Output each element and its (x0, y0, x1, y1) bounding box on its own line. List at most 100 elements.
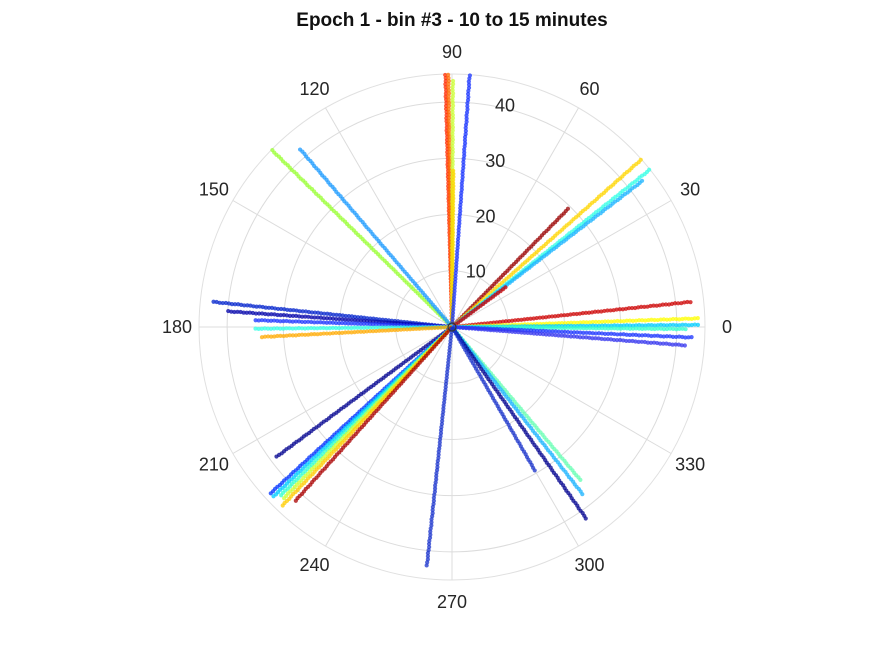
data-point (482, 327, 487, 332)
data-point (260, 311, 265, 316)
data-point (584, 326, 589, 331)
data-point (309, 332, 314, 337)
data-point (446, 82, 451, 87)
data-point (429, 517, 434, 522)
data-point (535, 325, 540, 330)
data-point (442, 397, 447, 402)
data-point (411, 326, 416, 332)
data-point (430, 504, 435, 510)
data-point (355, 325, 360, 330)
data-point (343, 317, 348, 322)
data-point (315, 315, 320, 320)
data-point (646, 326, 651, 331)
data-point (337, 330, 342, 336)
data-point (643, 323, 648, 328)
data-point (446, 116, 452, 121)
data-point (680, 316, 685, 322)
data-point (451, 177, 456, 183)
data-point (330, 331, 336, 336)
data-point (612, 326, 617, 331)
data-point (465, 98, 471, 103)
data-point (290, 313, 296, 318)
theta-grid-line (232, 200, 453, 328)
data-point (280, 503, 285, 508)
data-point (682, 343, 687, 348)
data-point (278, 326, 283, 331)
data-point (370, 322, 376, 327)
data-series (293, 326, 453, 503)
theta-tick-label: 300 (574, 555, 604, 575)
data-point (639, 304, 644, 309)
data-point (448, 338, 453, 344)
data-point (435, 458, 440, 463)
data-point (315, 320, 320, 325)
data-point (380, 328, 385, 333)
data-point (617, 307, 622, 312)
data-point (334, 316, 339, 322)
data-point (663, 302, 668, 307)
data-point (671, 322, 676, 327)
data-point (450, 94, 455, 99)
data-point (575, 325, 580, 331)
data-point (321, 325, 326, 331)
data-point (658, 322, 663, 327)
data-point (686, 323, 691, 328)
data-point (620, 307, 625, 312)
data-point (456, 227, 461, 232)
data-point (454, 264, 459, 269)
data-point (455, 239, 460, 245)
data-point (450, 270, 455, 275)
data-point (451, 174, 456, 179)
data-point (450, 131, 455, 136)
data-point (450, 128, 455, 133)
data-point (441, 403, 446, 408)
data-point (540, 332, 546, 337)
data-point (446, 360, 451, 365)
data-point (235, 309, 240, 314)
data-point (637, 318, 642, 323)
data-point (605, 337, 610, 342)
data-point (583, 310, 589, 315)
data-point (578, 320, 583, 325)
data-point (434, 474, 439, 479)
data-point (559, 333, 564, 338)
data-point (562, 329, 568, 334)
data-point (466, 326, 472, 331)
data-point (443, 91, 448, 96)
data-point (288, 308, 293, 313)
data-point (674, 323, 679, 328)
data-point (309, 319, 314, 325)
data-point (466, 85, 472, 90)
data-point (352, 325, 357, 330)
data-point (590, 336, 595, 341)
data-point (476, 327, 481, 332)
data-point (447, 345, 452, 350)
data-point (426, 541, 432, 547)
data-point (500, 319, 505, 324)
data-point (450, 146, 455, 152)
data-point (532, 468, 537, 473)
data-point (636, 333, 642, 338)
data-point (611, 337, 617, 343)
data-point (674, 316, 679, 322)
data-point (451, 208, 456, 214)
data-point (581, 335, 586, 340)
data-point (626, 306, 632, 311)
data-point (303, 309, 308, 314)
data-point (550, 325, 555, 331)
data-point (450, 258, 455, 263)
data-point (664, 334, 669, 339)
data-point (642, 304, 647, 309)
data-point (414, 326, 419, 331)
data-point (679, 343, 684, 348)
data-point (450, 239, 455, 244)
data-series (259, 324, 453, 340)
data-point (553, 314, 558, 319)
data-point (645, 340, 650, 345)
data-point (457, 215, 462, 220)
data-point (448, 341, 453, 347)
data-point (676, 301, 681, 306)
data-point (540, 315, 545, 320)
data-point (454, 261, 459, 266)
data-point (214, 299, 219, 305)
